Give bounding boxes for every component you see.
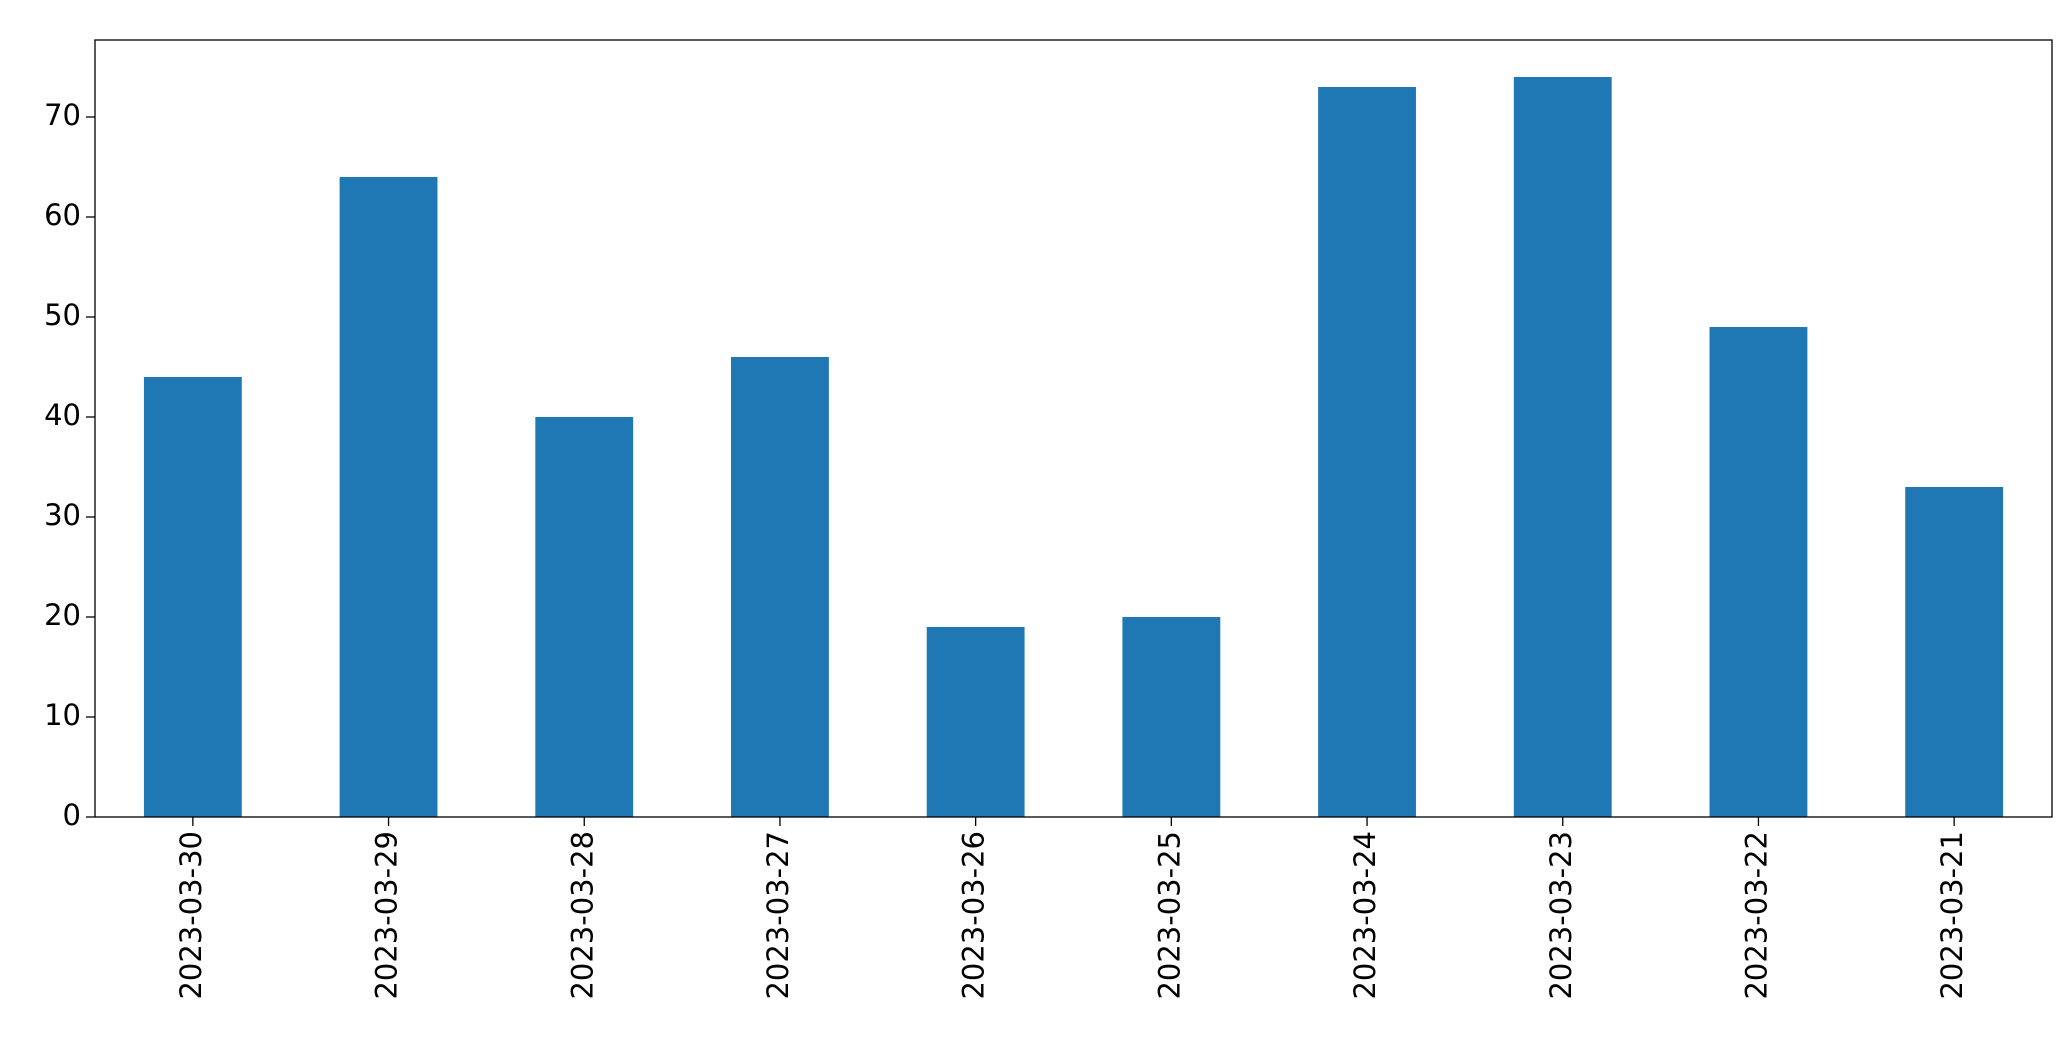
x-tick-label: 2023-03-26	[957, 831, 991, 1000]
y-tick-label: 20	[44, 598, 81, 632]
y-tick-label: 50	[44, 298, 81, 332]
bar	[1709, 327, 1808, 817]
plot-frame	[94, 39, 2053, 818]
bar	[1905, 487, 2004, 817]
y-tick-label: 40	[44, 398, 81, 432]
y-tick-label: 70	[44, 98, 81, 132]
bar	[1318, 87, 1416, 817]
bar	[926, 627, 1025, 817]
bar	[535, 417, 634, 817]
bar	[339, 177, 438, 817]
x-tick-label: 2023-03-29	[370, 831, 404, 1000]
bar	[143, 377, 242, 817]
x-tick-label: 2023-03-30	[174, 831, 208, 1000]
x-tick-label: 2023-03-23	[1544, 831, 1578, 1000]
y-tick-label: 10	[44, 698, 81, 732]
y-tick-label: 60	[44, 198, 81, 232]
x-tick-label: 2023-03-24	[1348, 831, 1382, 1000]
y-tick-label: 30	[44, 498, 81, 532]
x-tick-label: 2023-03-27	[761, 831, 795, 1000]
x-tick-label: 2023-03-22	[1739, 831, 1773, 1000]
y-tick-label: 0	[63, 798, 81, 832]
bar	[731, 357, 829, 817]
x-tick-label: 2023-03-25	[1152, 831, 1186, 1000]
bar	[1122, 617, 1221, 817]
bar	[1513, 77, 1612, 817]
x-tick-label: 2023-03-21	[1935, 831, 1969, 1000]
x-tick-label: 2023-03-28	[565, 831, 599, 1000]
